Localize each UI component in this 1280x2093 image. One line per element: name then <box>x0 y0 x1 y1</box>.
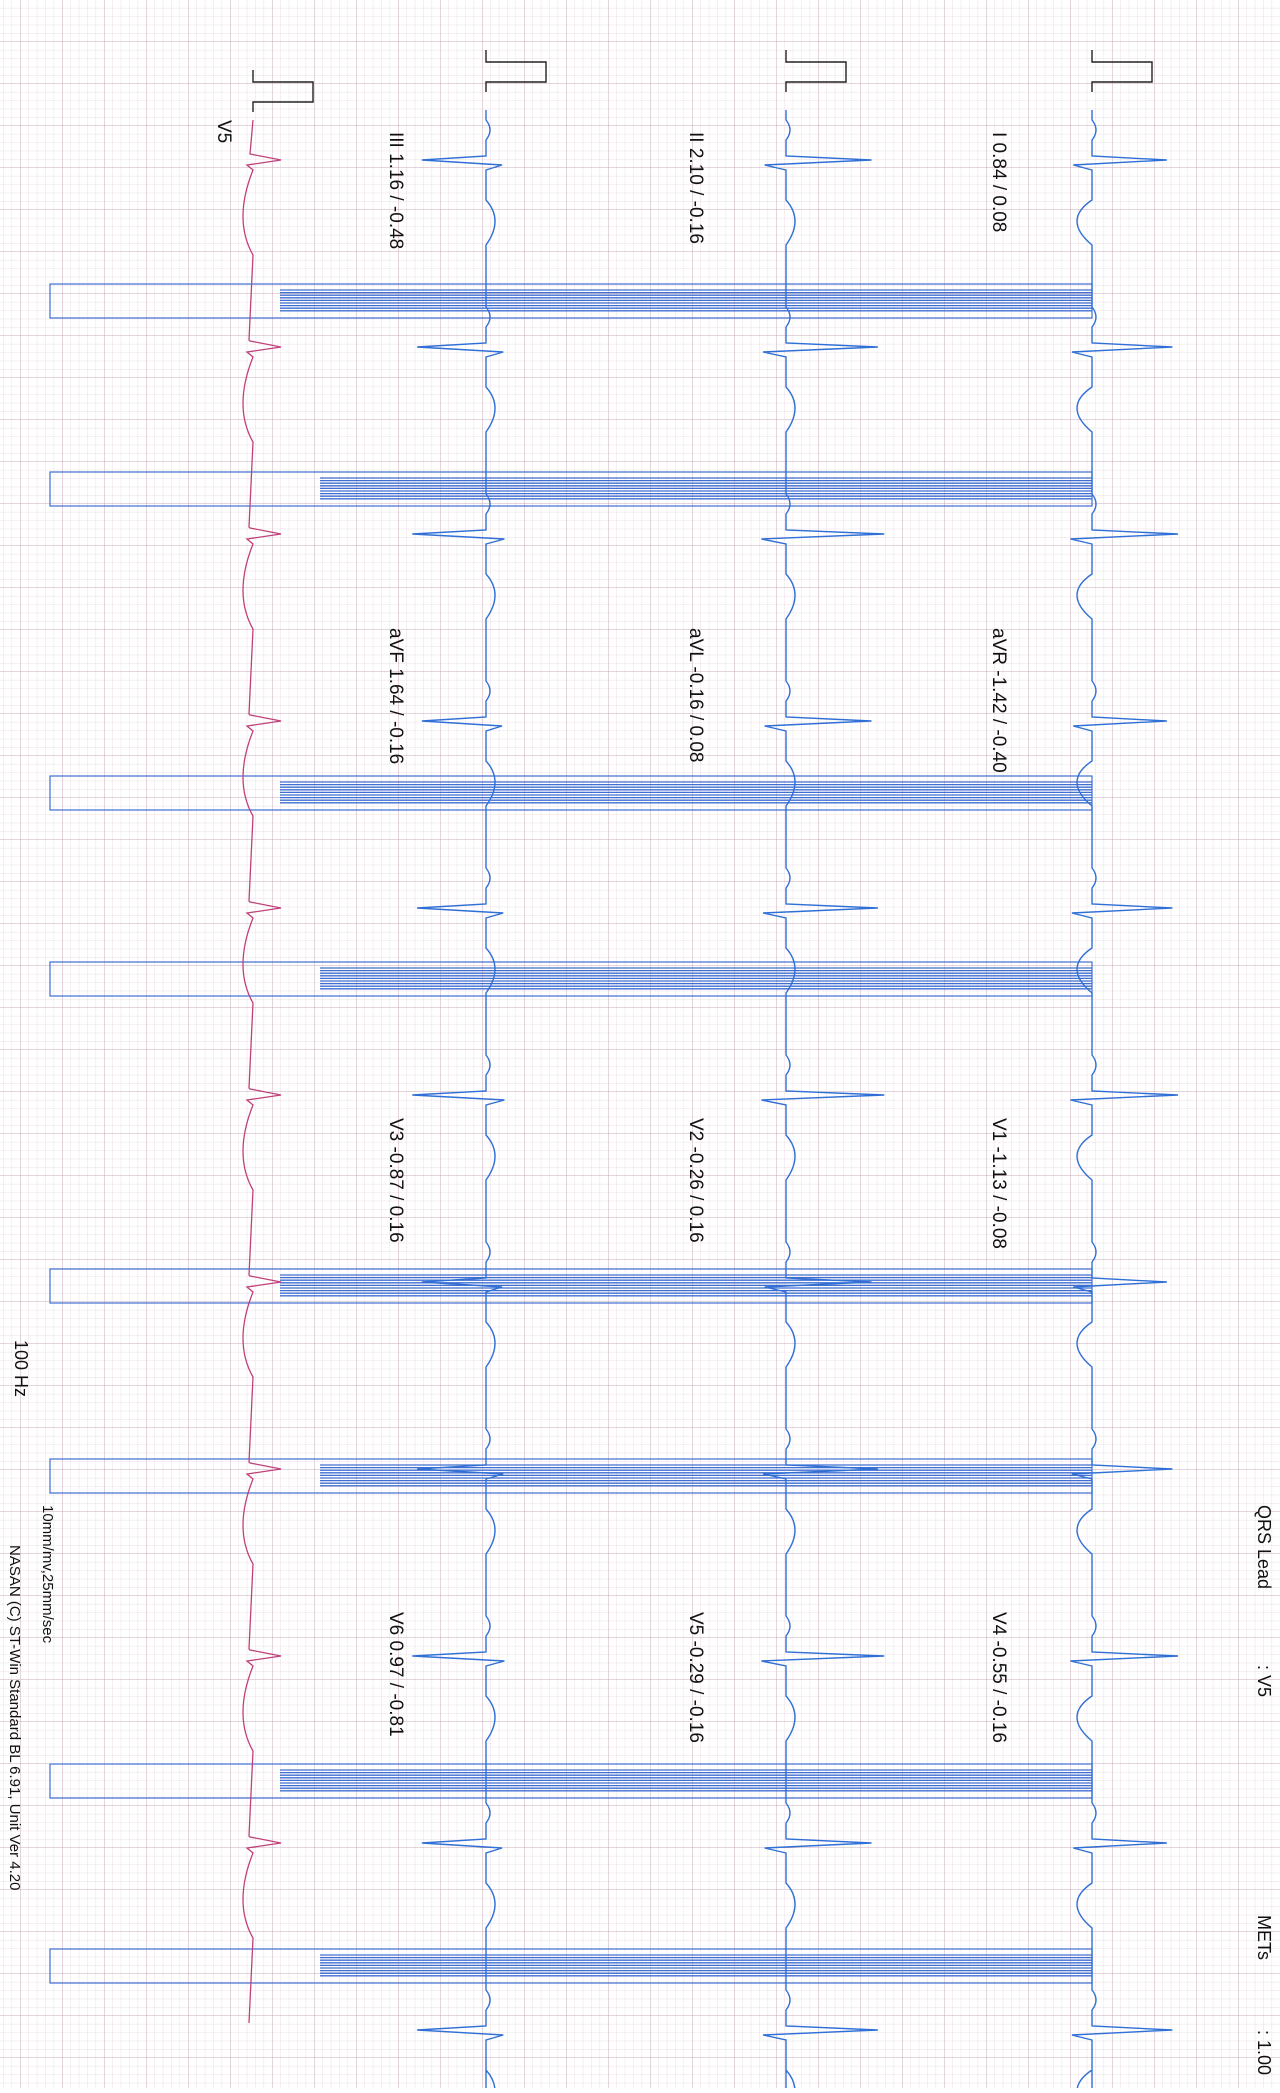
mets-label: METs <box>1254 1915 1274 1960</box>
traces <box>49 50 1179 2093</box>
lead-label: V2 -0.26 / 0.16 <box>685 1118 706 1243</box>
scale-label: 10mm/mv,25mm/sec <box>39 1505 56 1644</box>
lead-label: aVF 1.64 / -0.16 <box>385 628 406 764</box>
rhythm-trace <box>242 119 282 2024</box>
calibration-pulse <box>1091 50 1153 92</box>
lead-trace <box>412 110 505 2093</box>
mets-value: : 1.00 <box>1254 2030 1274 2075</box>
lead-label: V4 -0.55 / -0.16 <box>988 1612 1009 1743</box>
lead-label: V6 0.97 / -0.81 <box>385 1612 406 1737</box>
lead-labels: I 0.84 / 0.08 aVR -1.42 / -0.40 V1 -1.13… <box>213 120 1009 1743</box>
lead-label: V5 -0.29 / -0.16 <box>685 1612 706 1743</box>
lead-trace <box>1070 110 1179 2093</box>
lead-label: II 2.10 / -0.16 <box>685 132 706 244</box>
lead-label: aVL -0.16 / 0.08 <box>685 628 706 763</box>
rhythm-label: V5 <box>213 120 234 143</box>
lead-trace <box>761 110 885 2093</box>
calibration-pulse <box>252 70 314 112</box>
filter-label: 100 Hz <box>11 1340 31 1397</box>
lead-label: aVR -1.42 / -0.40 <box>988 628 1009 773</box>
qrs-lead-label: QRS Lead <box>1254 1505 1274 1589</box>
calibration-pulse <box>785 50 847 92</box>
qrs-lead-value: : V5 <box>1254 1665 1274 1697</box>
lead-label: V1 -1.13 / -0.08 <box>988 1118 1009 1249</box>
lead-label: I 0.84 / 0.08 <box>988 132 1009 232</box>
lead-label: V3 -0.87 / 0.16 <box>385 1118 406 1243</box>
lead-label: III 1.16 / -0.48 <box>385 132 406 249</box>
software-label: NASAN (C) ST-Win Standard BL 6.91, Unit … <box>6 1545 23 1890</box>
calibration-pulse <box>485 50 547 92</box>
